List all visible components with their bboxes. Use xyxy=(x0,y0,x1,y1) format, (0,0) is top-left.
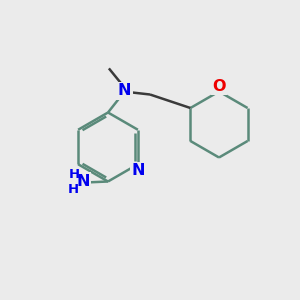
Text: O: O xyxy=(212,79,226,94)
Text: N: N xyxy=(118,83,131,98)
Text: N: N xyxy=(131,163,145,178)
Text: H: H xyxy=(68,183,80,196)
Text: N: N xyxy=(76,174,90,189)
Text: H: H xyxy=(69,167,80,181)
